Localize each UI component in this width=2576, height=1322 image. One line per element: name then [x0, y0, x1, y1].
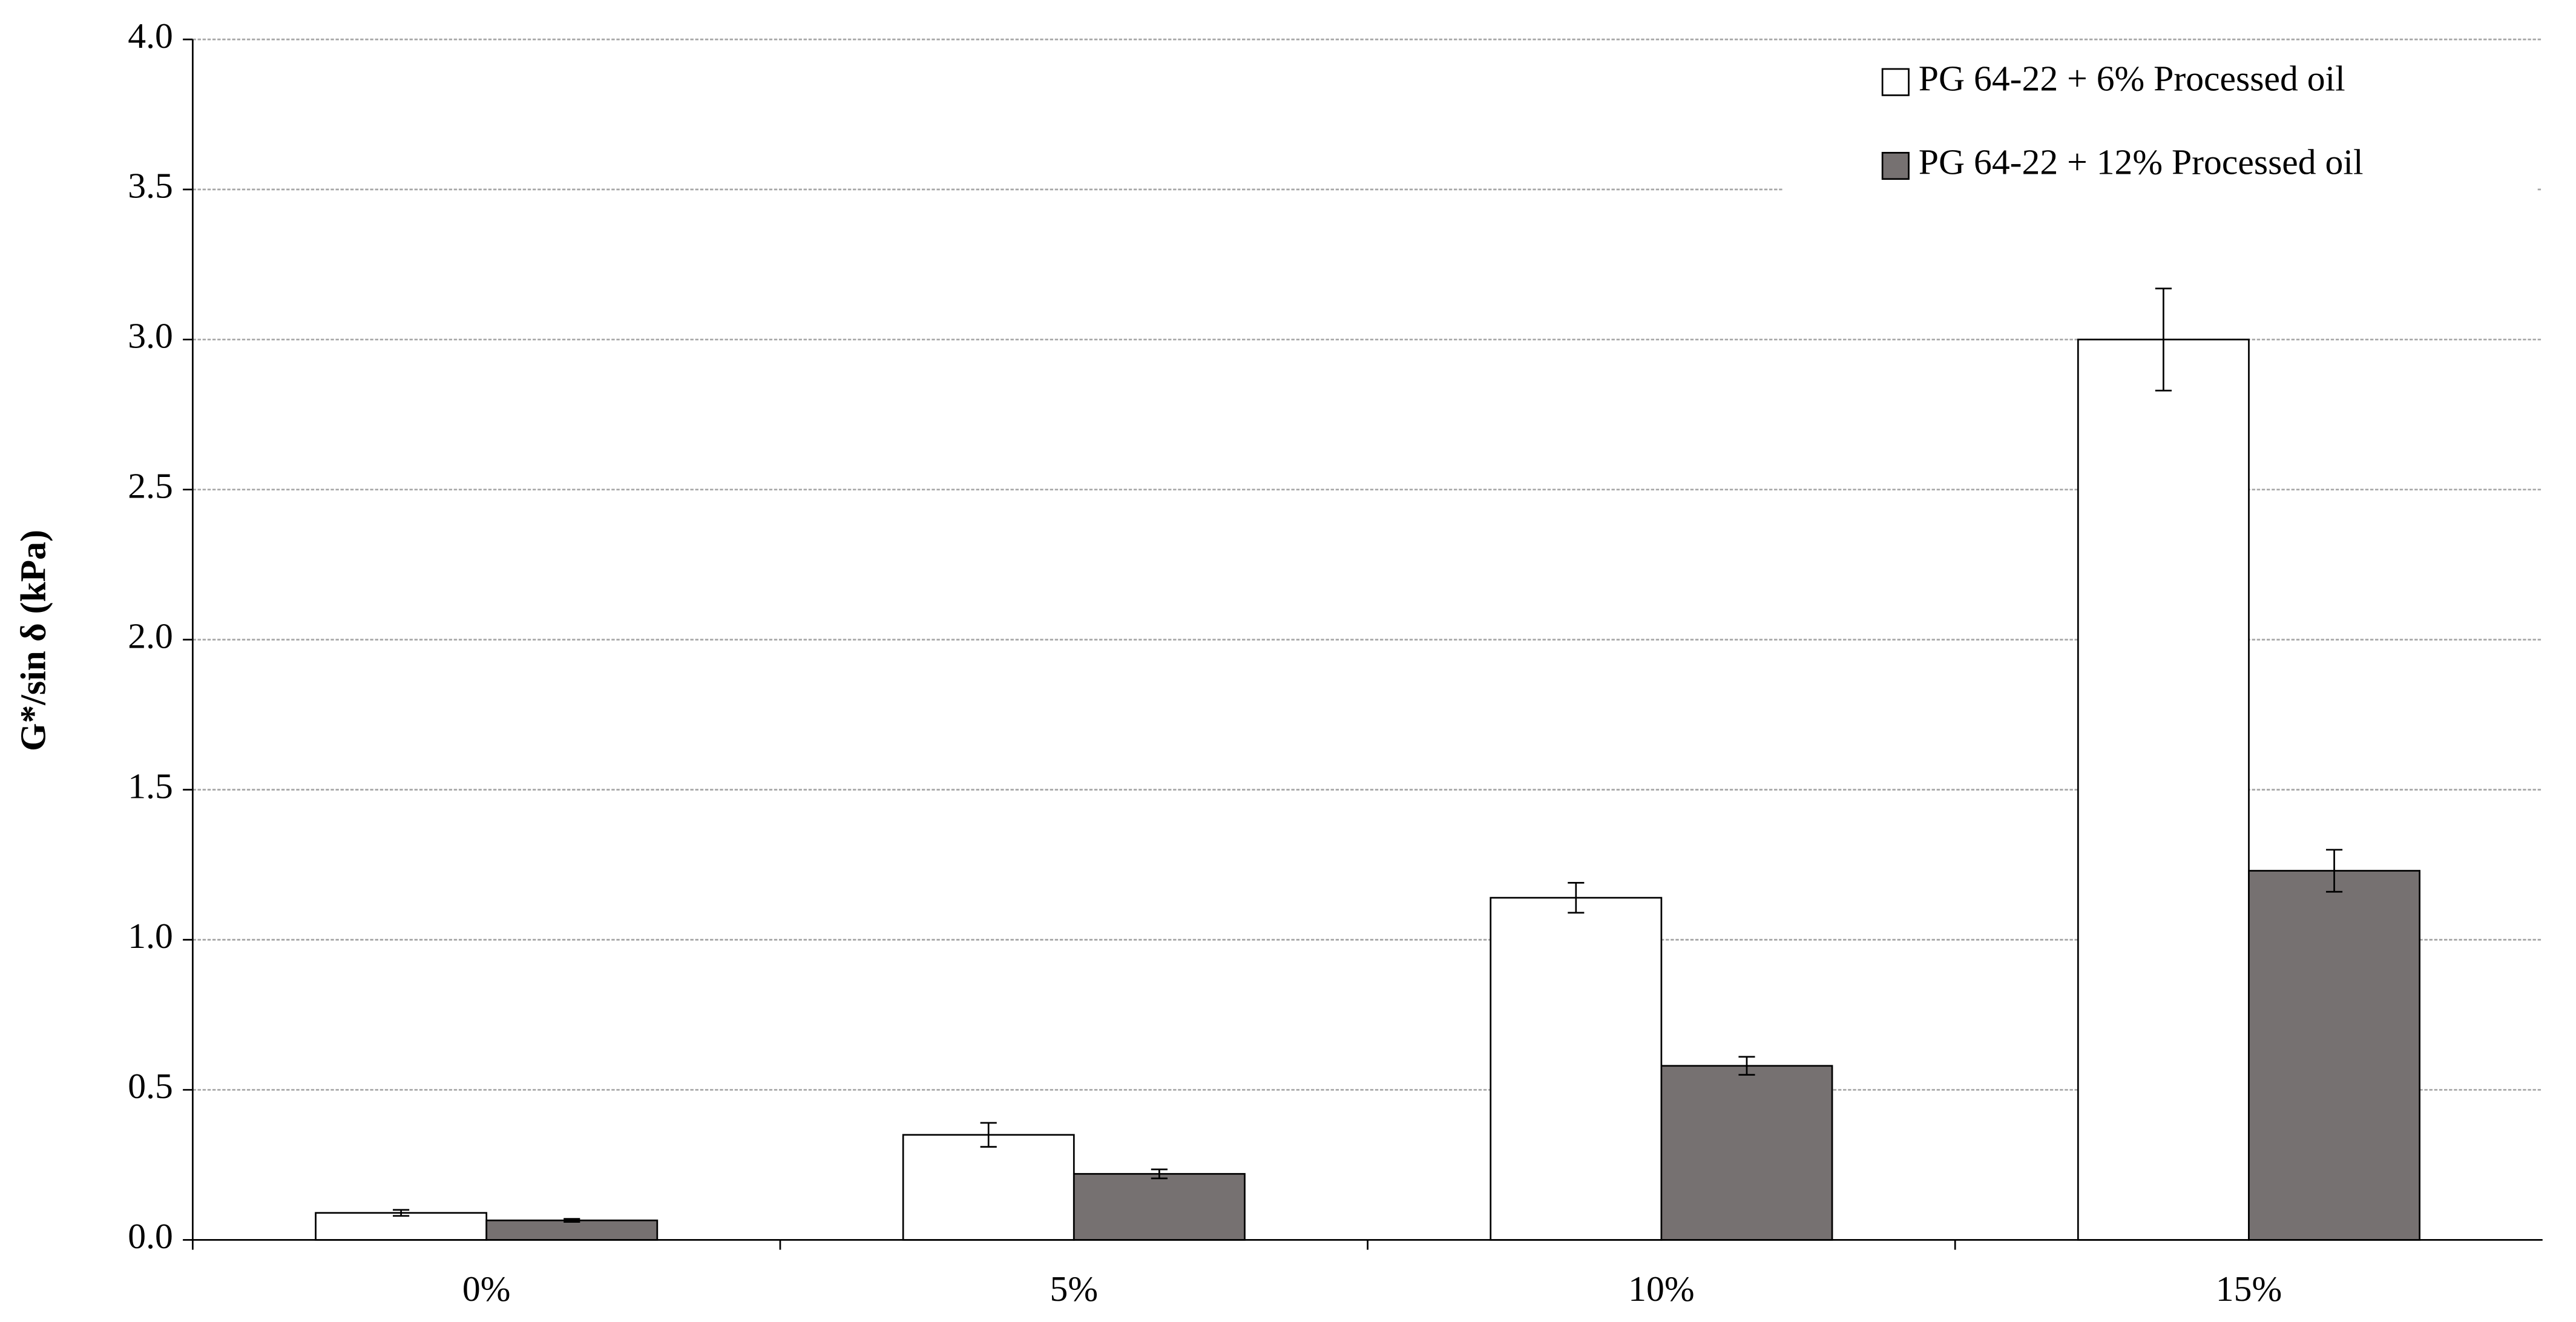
bar — [2077, 338, 2250, 1241]
error-bar — [1738, 1056, 1755, 1076]
y-tick-label: 0.0 — [128, 1216, 173, 1256]
error-bar — [564, 1218, 580, 1223]
x-tick-label: 5% — [1050, 1269, 1099, 1309]
y-tick-label: 1.5 — [128, 766, 173, 806]
bar — [2248, 870, 2420, 1241]
y-tick-label: 3.5 — [128, 166, 173, 206]
error-bar — [393, 1209, 410, 1217]
error-bar — [2155, 288, 2172, 392]
error-bar — [2325, 849, 2343, 893]
x-tick-label: 15% — [2216, 1269, 2282, 1309]
legend-label: PG 64-22 + 6% Processed oil — [1919, 58, 2345, 98]
legend-swatch — [1881, 151, 1910, 180]
error-bar — [980, 1122, 997, 1148]
y-tick-label: 0.5 — [128, 1066, 173, 1106]
bar — [1490, 896, 1663, 1241]
y-axis-label: G*/sin δ (kPa) — [13, 530, 53, 751]
bar — [1073, 1172, 1246, 1241]
bar — [315, 1212, 488, 1241]
x-tick-label: 0% — [462, 1269, 511, 1309]
bar — [485, 1219, 659, 1241]
legend-swatch — [1881, 68, 1910, 96]
y-tick-label: 4.0 — [128, 16, 173, 56]
bar — [1660, 1065, 1833, 1241]
legend-label: PG 64-22 + 12% Processed oil — [1919, 142, 2364, 182]
y-tick-label: 1.0 — [128, 916, 173, 956]
x-tick-label: 10% — [1628, 1269, 1694, 1309]
error-bar — [1568, 881, 1585, 914]
error-bar — [1151, 1168, 1168, 1180]
y-tick-label: 2.0 — [128, 616, 173, 656]
y-tick-label: 3.0 — [128, 316, 173, 356]
bar — [902, 1134, 1075, 1241]
y-tick-label: 2.5 — [128, 466, 173, 506]
